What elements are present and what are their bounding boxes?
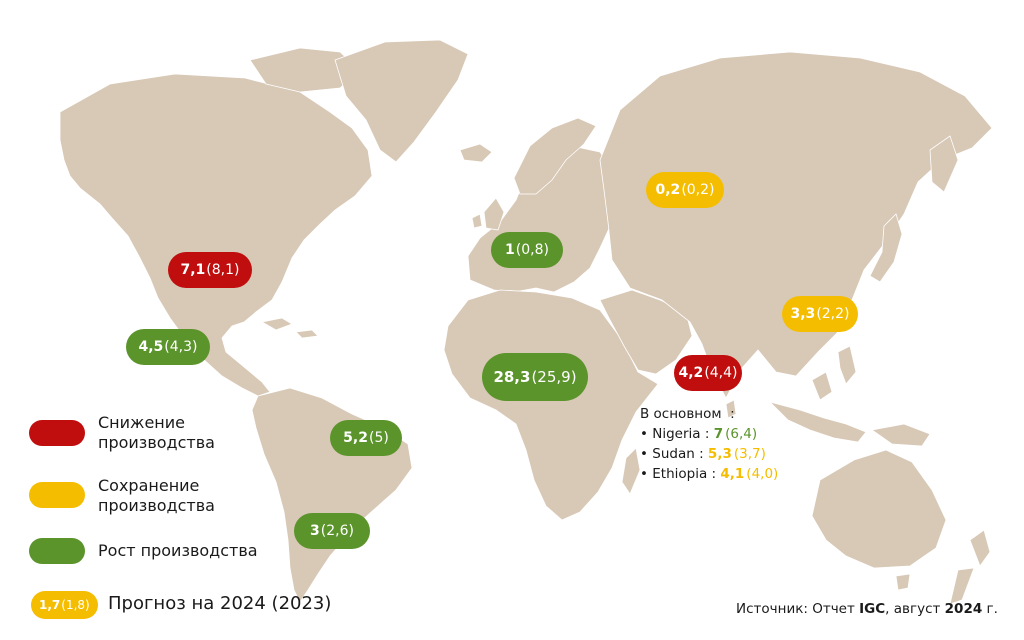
detail-prev-sudan: (3,7) bbox=[733, 446, 766, 462]
legend-stable-line1: Сохранение bbox=[98, 476, 200, 495]
badge-russia-prev: (0,2) bbox=[681, 182, 715, 198]
badge-usa: 7,1 (8,1) bbox=[168, 252, 252, 288]
new-zealand bbox=[949, 529, 991, 605]
legend-label-decrease: Снижение производства bbox=[98, 413, 215, 453]
kamchatka bbox=[929, 135, 959, 193]
badge-usa-prev: (8,1) bbox=[206, 262, 240, 278]
badge-europe-value: 1 bbox=[505, 242, 515, 258]
detail-value-ethiopia: 4,1 bbox=[720, 466, 745, 482]
detail-value-sudan: 5,3 bbox=[707, 446, 732, 462]
detail-country-nigeria: • Nigeria : bbox=[640, 426, 714, 442]
legend-example-prev: (1,8) bbox=[61, 598, 90, 612]
badge-brazil-prev: (5) bbox=[368, 430, 389, 446]
badge-mexico: 4,5 (4,3) bbox=[126, 329, 210, 365]
source-middle: , август bbox=[885, 601, 945, 617]
legend-example-badge: 1,7 (1,8) bbox=[31, 591, 98, 619]
badge-india: 4,2 (4,4) bbox=[674, 355, 742, 391]
sri-lanka bbox=[725, 399, 737, 419]
badge-europe: 1 (0,8) bbox=[491, 232, 563, 268]
badge-brazil-value: 5,2 bbox=[343, 430, 368, 446]
badge-europe-prev: (0,8) bbox=[515, 242, 549, 258]
legend-swatch-decrease bbox=[29, 420, 85, 446]
source-org: IGC bbox=[859, 601, 886, 617]
source-suffix: г. bbox=[982, 601, 998, 617]
legend-swatch-stable bbox=[29, 482, 85, 508]
tasmania bbox=[895, 573, 911, 591]
badge-russia: 0,2 (0,2) bbox=[646, 172, 724, 208]
badge-africa-value: 28,3 bbox=[493, 368, 531, 386]
detail-row-sudan: • Sudan : 5,3 (3,7) bbox=[640, 444, 778, 464]
detail-prev-ethiopia: (4,0) bbox=[746, 466, 779, 482]
new-guinea bbox=[870, 423, 931, 447]
legend-stable-line2: производства bbox=[98, 496, 215, 515]
north-america-landmass bbox=[59, 73, 373, 397]
australia-landmass bbox=[811, 449, 947, 569]
japan bbox=[869, 213, 903, 283]
source-note: Источник: Отчет IGC, август 2024 г. bbox=[736, 601, 998, 617]
badge-mexico-prev: (4,3) bbox=[164, 339, 198, 355]
badge-india-value: 4,2 bbox=[678, 365, 704, 381]
legend-forecast-label: Прогноз на 2024 (2023) bbox=[108, 593, 332, 614]
badge-mexico-value: 4,5 bbox=[138, 339, 164, 355]
badge-africa-prev: (25,9) bbox=[531, 368, 577, 386]
detail-country-ethiopia: • Ethiopia : bbox=[640, 466, 721, 482]
caribbean-islands bbox=[260, 317, 319, 339]
badge-argentina: 3 (2,6) bbox=[294, 513, 370, 549]
badge-china: 3,3 (2,2) bbox=[782, 296, 858, 332]
legend-label-increase: Рост производства bbox=[98, 541, 258, 560]
source-year: 2024 bbox=[944, 601, 983, 617]
detail-row-ethiopia: • Ethiopia : 4,1 (4,0) bbox=[640, 464, 778, 484]
detail-row-nigeria: • Nigeria : 7 (6,4) bbox=[640, 424, 778, 444]
source-prefix: Источник: Отчет bbox=[736, 601, 860, 617]
madagascar bbox=[621, 447, 641, 495]
scandinavia bbox=[513, 117, 597, 195]
detail-prev-nigeria: (6,4) bbox=[725, 426, 758, 442]
badge-africa: 28,3 (25,9) bbox=[482, 353, 588, 401]
badge-india-prev: (4,4) bbox=[704, 365, 738, 381]
badge-china-prev: (2,2) bbox=[816, 306, 850, 322]
southeast-asia-islands bbox=[768, 345, 867, 443]
legend-decrease-line2: производства bbox=[98, 433, 215, 452]
badge-china-value: 3,3 bbox=[790, 306, 816, 322]
middle-east-landmass bbox=[599, 289, 693, 375]
africa-detail: В основном : • Nigeria : 7 (6,4) • Sudan … bbox=[640, 404, 778, 484]
detail-value-nigeria: 7 bbox=[713, 426, 724, 442]
legend-label-stable: Сохранение производства bbox=[98, 476, 215, 516]
british-isles bbox=[471, 197, 505, 231]
detail-country-sudan: • Sudan : bbox=[640, 446, 708, 462]
badge-usa-value: 7,1 bbox=[180, 262, 206, 278]
legend-decrease-line1: Снижение bbox=[98, 413, 185, 432]
legend-swatch-increase bbox=[29, 538, 85, 564]
badge-argentina-value: 3 bbox=[310, 523, 320, 539]
badge-brazil: 5,2 (5) bbox=[330, 420, 402, 456]
africa-landmass bbox=[443, 289, 659, 521]
africa-detail-heading: В основном : bbox=[640, 406, 735, 422]
badge-russia-value: 0,2 bbox=[655, 182, 681, 198]
greenland bbox=[334, 39, 469, 163]
badge-argentina-prev: (2,6) bbox=[320, 523, 354, 539]
iceland bbox=[459, 143, 493, 163]
legend-example-value: 1,7 bbox=[39, 598, 61, 612]
